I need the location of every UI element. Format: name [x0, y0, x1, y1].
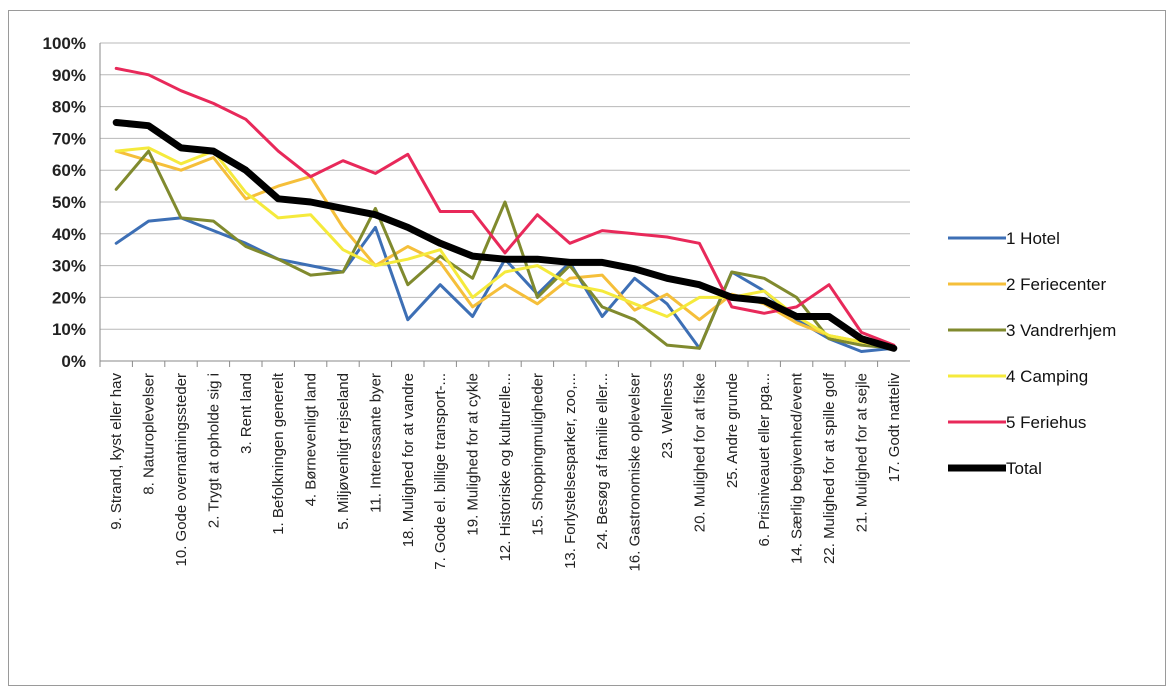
- x-tick-label: 1. Befolkningen generelt: [270, 372, 287, 535]
- x-tick-label: 25. Andre grunde: [724, 373, 741, 488]
- series-lines: [112, 66, 898, 353]
- x-tick-label: 19. Mulighed for at cykle: [465, 373, 482, 536]
- x-tick-label: 9. Strand, kyst eller hav: [108, 373, 125, 530]
- y-tick-label: 70%: [52, 129, 86, 148]
- y-tick-label: 40%: [52, 225, 86, 244]
- series-line-total: [112, 119, 898, 352]
- x-tick-label: 10. Gode overnatningssteder: [173, 373, 190, 566]
- series-line-4-camping: [114, 146, 896, 350]
- x-tick-label: 13. Forlystelsesparker, zoo,...: [562, 373, 579, 569]
- y-tick-label: 20%: [52, 288, 86, 307]
- x-tick-label: 6. Prisniveauet eller pga...: [756, 373, 773, 546]
- x-tick-label: 23. Wellness: [659, 373, 676, 459]
- x-tick-label: 22. Mulighed for at spille golf: [821, 372, 838, 564]
- y-tick-label: 100%: [43, 34, 86, 53]
- x-axis: 9. Strand, kyst eller hav 8. Naturoplevel…: [99, 43, 903, 571]
- y-axis: 0% 10% 20% 30% 40% 50% 60% 70% 80% 90% 100%: [43, 34, 86, 371]
- x-tick-label: 11. Interessante byer: [367, 373, 384, 513]
- x-tick-label: 16. Gastronomiske oplevelser: [627, 373, 644, 571]
- series-line-2-feriecenter: [114, 149, 896, 350]
- x-tick-label: 20. Mulighed for at fiske: [691, 373, 708, 532]
- legend: 1 Hotel 2 Feriecenter 3 Vandrerhjem 4 Campi…: [948, 229, 1116, 478]
- x-tick-label: 8. Naturoplevelser: [141, 373, 158, 495]
- chart-frame: [8, 10, 1166, 686]
- legend-label-5-feriehus: 5 Feriehus: [1006, 413, 1086, 432]
- y-tick-label: 80%: [52, 98, 86, 117]
- x-tick-label: 2. Trygt at opholde sig i: [205, 373, 222, 528]
- series-line-3-vandrerhjem: [114, 149, 896, 350]
- y-tick-label: 50%: [52, 193, 86, 212]
- x-tick-label: 14. Særlig begivenhed/event: [789, 372, 806, 564]
- y-tick-label: 90%: [52, 66, 86, 85]
- legend-label-3-vandrerhjem: 3 Vandrerhjem: [1006, 321, 1116, 340]
- legend-label-4-camping: 4 Camping: [1006, 367, 1088, 386]
- x-tick-label: 17. Godt natteliv: [886, 373, 903, 483]
- legend-label-1-hotel: 1 Hotel: [1006, 229, 1060, 248]
- x-tick-label: 15. Shoppingmuligheder: [529, 373, 546, 536]
- x-tick-label: 18. Mulighed for at vandre: [400, 373, 417, 547]
- y-tick-label: 10%: [52, 320, 86, 339]
- legend-label-total: Total: [1006, 459, 1042, 478]
- x-tick-label: 7. Gode el. billige transport-...: [432, 373, 449, 570]
- y-tick-label: 30%: [52, 257, 86, 276]
- x-tick-label: 3. Rent land: [238, 373, 255, 454]
- series-line-5-feriehus: [114, 66, 896, 347]
- y-tick-label: 60%: [52, 161, 86, 180]
- gridlines: [100, 42, 910, 362]
- y-tick-label: 0%: [61, 352, 86, 371]
- x-tick-label: 12. Historiske og kulturelle...: [497, 373, 514, 561]
- x-tick-label: 4. Børnevenligt land: [303, 373, 320, 506]
- x-tick-label: 24. Besøg af familie eller...: [594, 373, 611, 550]
- x-tick-label: 5. Miljøvenligt rejseland: [335, 373, 352, 530]
- x-tick-label: 21. Mulighed for at sejle: [853, 373, 870, 532]
- legend-label-2-feriecenter: 2 Feriecenter: [1006, 275, 1106, 294]
